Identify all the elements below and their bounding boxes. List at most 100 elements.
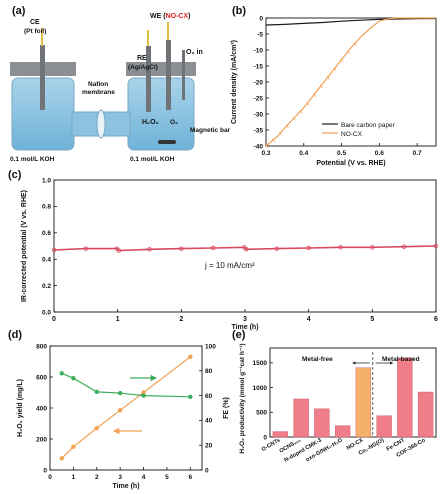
chart-c-point [116, 248, 122, 253]
chart-c-y-tick-label: 0.8 [42, 204, 51, 211]
chart-c-point [179, 246, 184, 251]
legend-label-bare: Bare carbon paper [341, 122, 396, 129]
chart-d-y-tick-label: 800 [36, 343, 47, 350]
group-label-metal-free: Metal-free [302, 356, 333, 363]
chart-c-x-tick-label: 1 [116, 316, 120, 323]
chart-b-nocx-ripple [313, 93, 316, 97]
we-electrode [166, 40, 171, 110]
chart-d-point-yield [59, 456, 64, 461]
chart-c-point [83, 246, 89, 251]
chart-c-x-axis-label: Time (h) [231, 324, 258, 331]
current-density-annotation: j = 10 mA/cm² [204, 261, 255, 270]
chart-b-nocx-ripple [306, 102, 310, 106]
chart-c-x-tick-label: 0 [52, 316, 56, 323]
chart-b-legend: Bare carbon paper NO-CX [322, 122, 396, 138]
chart-d-y-tick-label: 0 [43, 467, 47, 474]
chart-d-point-fe [117, 390, 123, 396]
chart-d-y-tick-label: 200 [36, 436, 47, 443]
chart-e-bar [417, 391, 434, 438]
chart-c-point [51, 247, 57, 253]
chart-c-y-tick-label: 1.0 [42, 177, 51, 184]
chart-c-x-tick-label: 4 [307, 316, 311, 323]
chart-c-y-axis-label: IR-corrected potential (V vs. RHE) [21, 190, 28, 302]
chart-d-y2-axis-label: FE (%) [223, 397, 230, 419]
chart-c-y-tick-label: 0.4 [42, 257, 51, 264]
chart-c-point [147, 247, 152, 252]
chart-d-y2-tick-label: 0 [205, 467, 209, 474]
chart-b-x-tick-label: 0.4 [299, 150, 308, 157]
re-label: RE [137, 55, 147, 62]
chart-b-x-tick-label: 0.5 [337, 150, 346, 157]
we-label: WE (NO-CX) [150, 13, 190, 20]
chart-e-bar [293, 398, 309, 438]
chart-d-x-tick-label: 4 [142, 474, 146, 481]
chart-b-y-tick-label: -30 [254, 111, 264, 118]
re-lead [147, 30, 149, 46]
chart-b-nocx-ripple [320, 84, 323, 89]
chart-b-y-tick-label: -25 [254, 95, 264, 102]
chart-b-lsv: 0.3 0.4 0.5 0.6 0.7 0 -5 -10 -15 -20 -25 -30 -35 -40 P… [231, 15, 437, 167]
chart-d-y2-tick-label: 40 [205, 418, 213, 425]
chart-c-x-tick-label: 6 [434, 316, 438, 323]
chart-c-x-tick-label: 5 [370, 316, 374, 323]
chart-d-x-tick-label: 5 [165, 474, 169, 481]
chart-e-y-tick-label: 500 [256, 410, 267, 417]
chart-e-y-tick-label: 1500 [253, 360, 268, 367]
chart-c-point [306, 245, 311, 251]
chart-b-x-tick-label: 0.7 [413, 150, 422, 157]
chart-d-y-axis-label: H₂O₂ yield (mg/L) [17, 379, 24, 437]
chart-d-x-tick-label: 1 [72, 474, 76, 481]
ce-label: CE [30, 19, 40, 26]
panel-a-label: (a) [12, 5, 26, 17]
ce-electrode [40, 45, 45, 110]
nafion-label: Nafion [88, 81, 108, 88]
chart-d-y2-tick-label: 100 [205, 343, 216, 350]
chart-b-y-tick-label: -40 [254, 143, 264, 150]
panel-a-schematic: (a) CE (Pt foil) RE (Ag/AgCl) WE (NO-CX)… [10, 5, 231, 163]
re-electrode [146, 46, 151, 112]
chart-c-point [274, 246, 280, 251]
chart-b-nocx-ripple [333, 67, 337, 71]
chart-d-series-line-yield [61, 356, 191, 459]
chart-d-x-tick-label: 3 [118, 474, 122, 481]
chart-d-x-axis-label: Time (h) [112, 483, 139, 490]
o2-in-label: O₂ in [186, 49, 203, 56]
we-lead [167, 22, 169, 40]
right-cell-lid [126, 62, 196, 76]
chart-c-y-tick-label: 0.6 [42, 230, 51, 237]
chart-d-point-yield [117, 408, 123, 413]
chart-d-point-yield [71, 444, 76, 449]
chart-d-point-fe [141, 393, 146, 398]
membrane-label: membrane [82, 89, 115, 96]
ce-sub-label: (Pt foil) [24, 28, 46, 35]
group-label-metal-based: Metal-based [382, 356, 420, 363]
chart-b-series-line-bare [265, 17, 437, 26]
nafion-membrane [96, 109, 106, 139]
chart-e-bar [397, 357, 413, 438]
chart-d-y2-tick-label: 80 [205, 368, 213, 375]
chart-e-bar [314, 408, 330, 438]
chart-b-nocx-ripple [340, 58, 344, 63]
chart-e-bar [355, 367, 372, 438]
ce-lead [41, 28, 43, 46]
chart-c-x-tick-label: 3 [243, 316, 247, 323]
chart-b-nocx-ripple [299, 109, 303, 114]
chart-d-point-yield [188, 354, 193, 360]
chart-c-stability: 0 1 2 3 4 5 6 0.0 0.2 0.4 0.6 0.8 1.0 Time (h) IR-corr… [21, 177, 439, 331]
chart-b-nocx-ripple [326, 76, 330, 80]
chart-d-series-line-fe [61, 372, 191, 398]
chart-d-point-fe [94, 389, 99, 395]
right-electrolyte-label: 0.1 mol/L KOH [130, 156, 175, 163]
chart-b-nocx-ripple [272, 138, 276, 142]
chart-b-nocx-ripple [279, 132, 282, 136]
h2o2-label: H₂O₂ [142, 119, 159, 126]
chart-b-x-tick-label: 0.6 [375, 150, 384, 157]
chart-d-point-fe [188, 394, 193, 400]
chart-c-y-tick-label: 0.0 [42, 309, 51, 316]
chart-e-y-axis-label: H₂O₂ productivity (mmol g⁻¹cat h⁻¹) [239, 343, 246, 453]
chart-b-nocx-ripple [292, 117, 296, 121]
chart-d-point-yield [94, 425, 99, 431]
panel-d-label: (d) [8, 329, 22, 341]
